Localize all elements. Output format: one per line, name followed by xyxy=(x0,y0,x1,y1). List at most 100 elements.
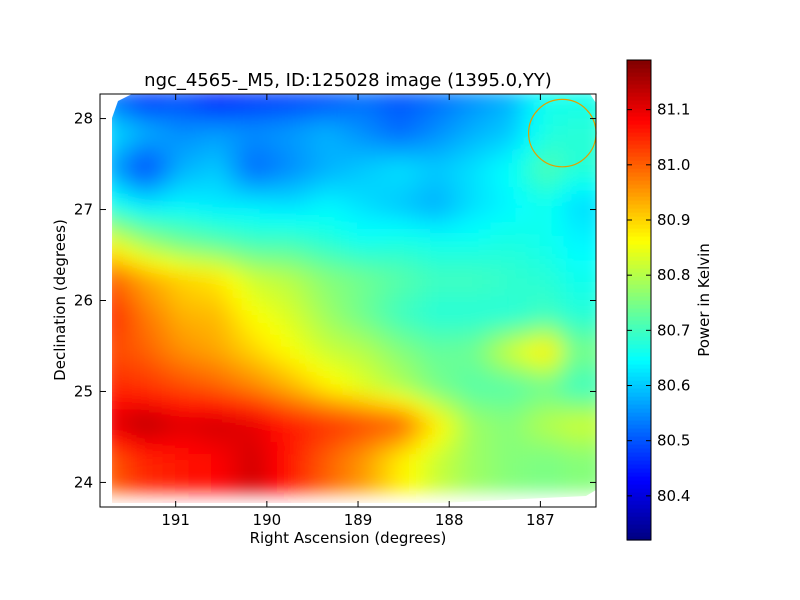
heatmap-cell xyxy=(162,429,177,444)
heatmap-cell xyxy=(162,417,177,432)
heatmap-cell xyxy=(332,126,347,141)
y-tick-label: 27 xyxy=(74,201,93,219)
heatmap-cell xyxy=(405,163,420,178)
heatmap-cell xyxy=(174,272,189,287)
heatmap-cell xyxy=(259,405,274,420)
heatmap-cell xyxy=(284,454,299,469)
heatmap-cell xyxy=(515,393,530,408)
heatmap-cell xyxy=(259,248,274,263)
heatmap-cell xyxy=(369,429,384,444)
heatmap-cell xyxy=(502,466,518,481)
heatmap-cell xyxy=(174,417,189,432)
heatmap-cell xyxy=(539,308,554,323)
heatmap-cell xyxy=(417,260,432,275)
heatmap-cell xyxy=(162,272,177,287)
heatmap-cell xyxy=(527,235,542,250)
heatmap-cell xyxy=(515,150,530,165)
heatmap-cell xyxy=(502,296,518,311)
heatmap-cell xyxy=(527,478,542,493)
heatmap-cell xyxy=(186,126,201,141)
heatmap-cell xyxy=(320,332,335,347)
heatmap-cell xyxy=(259,429,274,444)
plot-area: 191 190 189 188 187 24 25 26 27 28 xyxy=(74,93,597,529)
heatmap-cell xyxy=(296,369,311,384)
heatmap-cell xyxy=(466,332,481,347)
heatmap-cell xyxy=(454,102,469,117)
colorbar-segment xyxy=(627,316,651,321)
heatmap-cell xyxy=(211,150,226,165)
heatmap-cell xyxy=(344,357,360,372)
heatmap-cell xyxy=(466,345,481,360)
heatmap-cell xyxy=(539,357,554,372)
heatmap-cell xyxy=(393,454,408,469)
heatmap-cell xyxy=(515,223,530,238)
heatmap-cell xyxy=(284,94,299,105)
heatmap-cell xyxy=(320,442,335,457)
heatmap-cell xyxy=(578,163,594,178)
heatmap-cell xyxy=(478,272,493,287)
heatmap-cell xyxy=(308,296,323,311)
heatmap-cell xyxy=(113,405,129,420)
heatmap-cell xyxy=(539,223,554,238)
heatmap-cell xyxy=(466,417,481,432)
heatmap-cell xyxy=(442,429,457,444)
heatmap-cell xyxy=(527,187,542,202)
heatmap-cell xyxy=(405,393,420,408)
heatmap-cell xyxy=(442,417,457,432)
colorbar-segment xyxy=(627,80,651,85)
heatmap-cell xyxy=(344,175,360,190)
colorbar-segment xyxy=(627,476,651,481)
heatmap-cell xyxy=(199,381,214,396)
colorbar-segment xyxy=(627,392,651,397)
heatmap-cell xyxy=(566,175,581,190)
heatmap-cell xyxy=(466,272,481,287)
heatmap-cell xyxy=(551,211,566,226)
heatmap-cell xyxy=(271,126,287,141)
heatmap-cell xyxy=(405,429,420,444)
heatmap-cell xyxy=(332,357,347,372)
heatmap-cell xyxy=(490,211,505,226)
heatmap-cell xyxy=(405,102,420,117)
colorbar-tick-label: 80.8 xyxy=(657,266,690,284)
heatmap-cell xyxy=(138,223,153,238)
colorbar-segment xyxy=(627,272,651,277)
heatmap-cell xyxy=(515,296,530,311)
heatmap-cell xyxy=(591,393,596,408)
heatmap-cell xyxy=(490,284,505,299)
heatmap-cell xyxy=(138,199,153,214)
heatmap-cell xyxy=(223,260,238,275)
heatmap-cell xyxy=(284,345,299,360)
heatmap-cell xyxy=(502,235,518,250)
heatmap-cell xyxy=(199,332,214,347)
heatmap-cell xyxy=(551,187,566,202)
heatmap-cell xyxy=(320,429,335,444)
heatmap-cell xyxy=(284,320,299,335)
heatmap-cell xyxy=(381,357,396,372)
colorbar-label: Power in Kelvin xyxy=(695,243,713,357)
heatmap-cell xyxy=(357,345,372,360)
heatmap-cell xyxy=(591,442,596,457)
heatmap-cell xyxy=(430,114,445,129)
heatmap-cell xyxy=(247,345,262,360)
heatmap-cell xyxy=(247,442,262,457)
heatmap-cell xyxy=(271,211,287,226)
colorbar-segment xyxy=(627,356,651,361)
heatmap-cell xyxy=(162,332,177,347)
heatmap-cell xyxy=(417,381,432,396)
y-tick-label: 24 xyxy=(74,473,93,491)
heatmap-cell xyxy=(357,272,372,287)
heatmap-cell xyxy=(247,235,262,250)
heatmap-cell xyxy=(296,429,311,444)
colorbar-segment xyxy=(627,220,651,225)
heatmap-cell xyxy=(527,248,542,263)
heatmap-cell xyxy=(591,478,596,493)
heatmap-cell xyxy=(591,126,596,141)
heatmap-cell xyxy=(284,284,299,299)
heatmap-cell xyxy=(466,150,481,165)
heatmap-cell xyxy=(454,296,469,311)
colorbar-ticks: 80.4 80.5 80.6 80.7 80.8 80.9 81.0 81.1 xyxy=(627,101,690,505)
heatmap-cell xyxy=(515,211,530,226)
heatmap-cell xyxy=(162,454,177,469)
heatmap-cell xyxy=(357,94,372,105)
heatmap-cell xyxy=(454,345,469,360)
